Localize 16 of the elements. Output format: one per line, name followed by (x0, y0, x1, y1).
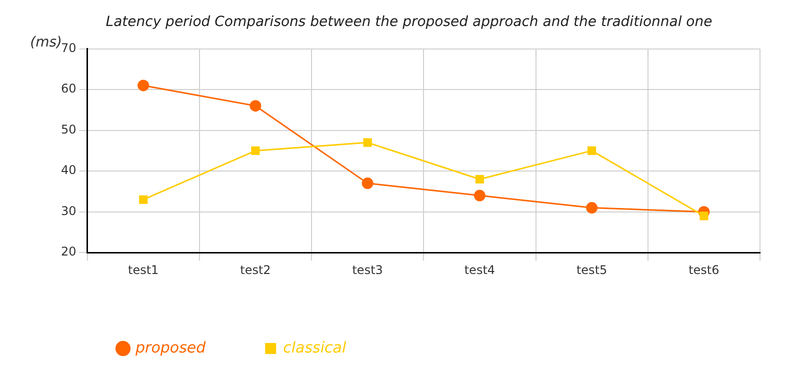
y-tick-label: 60 (60, 82, 76, 96)
y-tick-label: 20 (60, 244, 76, 259)
y-tick-label: 40 (60, 163, 76, 178)
x-tick-label: test3 (352, 262, 383, 277)
y-tick-label: 50 (60, 122, 76, 136)
chart-title: Latency period Comparisons between the proposed approach and the traditionnal one (106, 14, 712, 30)
y-axis-title: (ms) (30, 34, 62, 50)
y-tick-label: 30 (60, 204, 76, 218)
x-tick-label: test4 (464, 262, 496, 277)
x-tick-label: test2 (240, 262, 271, 277)
x-tick-label: test1 (128, 262, 159, 277)
legend-label: classical (283, 338, 347, 356)
x-tick-label: test6 (688, 262, 720, 277)
legend-label: proposed (134, 338, 206, 356)
x-tick-label: test5 (576, 262, 608, 277)
y-tick-label: 70 (60, 40, 76, 55)
